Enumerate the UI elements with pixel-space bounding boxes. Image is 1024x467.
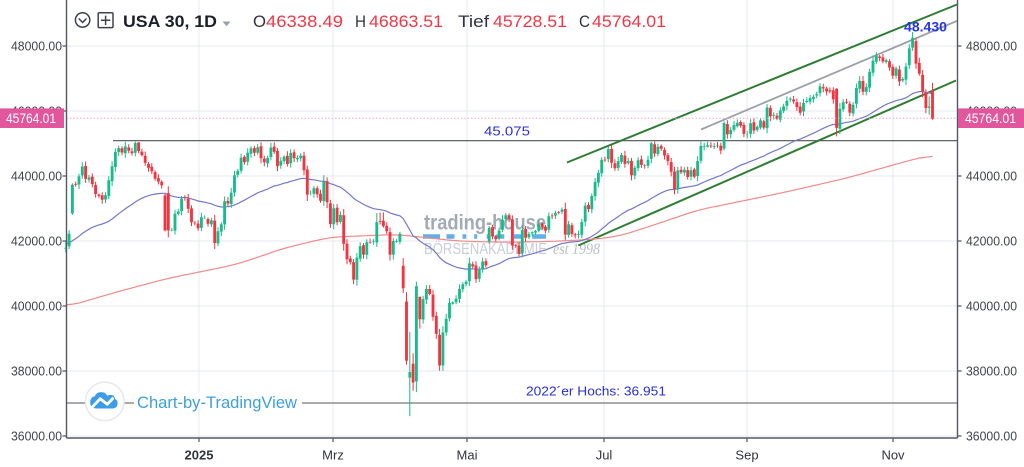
svg-text:C: C [579,13,590,31]
svg-text:45764.01: 45764.01 [6,111,56,126]
svg-text:38000.00: 38000.00 [966,364,1017,379]
svg-text:USA 30, 1D: USA 30, 1D [123,13,217,31]
svg-text:40000.00: 40000.00 [966,299,1017,314]
svg-text:Mrz: Mrz [322,448,344,463]
svg-text:est 1998: est 1998 [553,241,600,258]
svg-text:Jul: Jul [596,448,613,463]
svg-text:2025: 2025 [185,448,214,463]
svg-text:45.075: 45.075 [484,124,530,139]
svg-text:45764.01: 45764.01 [965,111,1016,126]
svg-text:O: O [253,13,266,31]
svg-text:Tief: Tief [458,13,489,31]
svg-text:44000.00: 44000.00 [11,169,62,184]
svg-text:45764.01: 45764.01 [592,13,666,31]
svg-text:48000.00: 48000.00 [11,39,62,54]
svg-text:38000.00: 38000.00 [11,364,62,379]
svg-text:36000.00: 36000.00 [11,429,62,444]
svg-text:Chart-by-TradingView: Chart-by-TradingView [137,393,298,412]
svg-text:45728.51: 45728.51 [493,13,567,31]
svg-text:2022´er Hochs: 36.951: 2022´er Hochs: 36.951 [526,384,666,399]
svg-text:Mai: Mai [457,448,478,463]
svg-text:48000.00: 48000.00 [966,39,1017,54]
svg-text:42000.00: 42000.00 [11,234,62,249]
svg-text:44000.00: 44000.00 [966,169,1017,184]
svg-text:48.430: 48.430 [904,20,947,35]
svg-text:36000.00: 36000.00 [966,429,1017,444]
svg-text:40000.00: 40000.00 [11,299,62,314]
svg-text:Sep: Sep [735,448,758,463]
svg-text:46338.49: 46338.49 [266,13,343,31]
svg-text:Nov: Nov [881,448,905,463]
svg-text:trading-house: trading-house [424,212,546,235]
svg-text:BÖRSENAKADEMIE: BÖRSENAKADEMIE [424,240,547,258]
svg-text:42000.00: 42000.00 [966,234,1017,249]
svg-text:H: H [355,13,366,31]
svg-text:46863.51: 46863.51 [369,13,443,31]
